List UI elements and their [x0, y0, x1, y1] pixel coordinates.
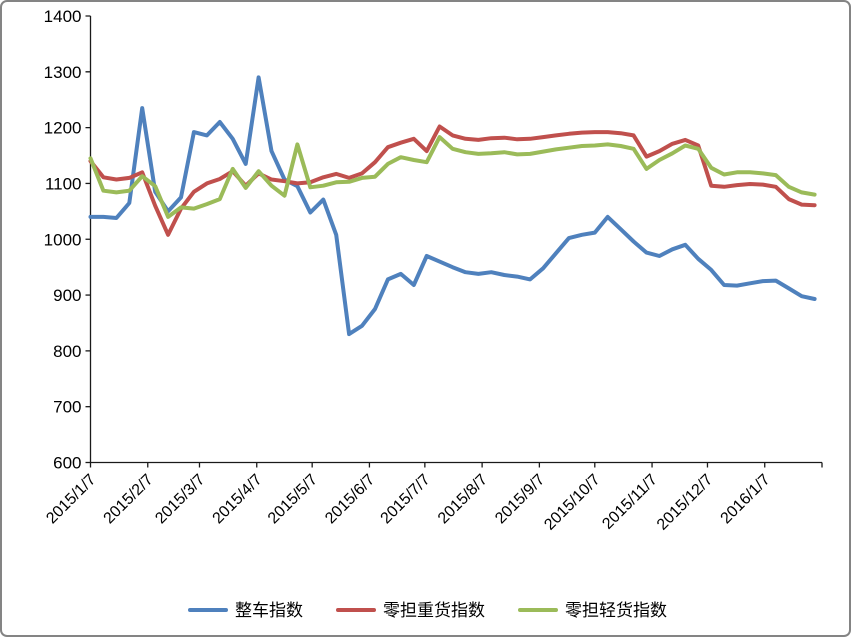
x-axis-label: 2015/3/7 — [152, 471, 208, 527]
chart-legend: 整车指数 零担重货指数 零担轻货指数 — [2, 596, 849, 624]
y-axis-label: 1100 — [45, 174, 82, 193]
y-axis-label: 800 — [53, 342, 81, 361]
legend-line-swatch-blue — [188, 607, 228, 613]
legend-item-ltl-light-index: 零担轻货指数 — [518, 602, 667, 619]
y-axis-label: 1200 — [44, 119, 82, 138]
legend-label: 零担重货指数 — [383, 600, 485, 620]
x-axis-label: 2015/1/7 — [43, 471, 99, 527]
legend-item-ltl-heavy-index: 零担重货指数 — [336, 602, 485, 619]
y-axis: 600 700 800 900 1000 1100 1200 1300 1400 — [44, 7, 92, 473]
x-axis-label: 2015/8/7 — [435, 471, 491, 527]
series-line-0 — [88, 75, 817, 337]
legend-line-swatch-red — [336, 607, 376, 613]
x-axis-label: 2015/4/7 — [210, 471, 266, 527]
series-line-1 — [88, 124, 817, 237]
x-axis-label: 2015/6/7 — [322, 471, 378, 527]
x-axis-label: 2015/10/7 — [541, 471, 603, 533]
legend-item-truckload-index: 整车指数 — [188, 602, 303, 619]
series-line-2 — [88, 135, 817, 219]
x-axis-label: 2015/11/7 — [599, 471, 661, 533]
y-axis-label: 700 — [53, 398, 81, 417]
y-axis-label: 600 — [53, 454, 81, 473]
y-axis-label: 1000 — [44, 230, 82, 249]
y-axis-label: 1400 — [44, 7, 82, 26]
legend-label: 整车指数 — [235, 600, 303, 620]
x-axis-label: 2015/12/7 — [654, 471, 716, 533]
y-axis-label: 1300 — [44, 63, 82, 82]
x-axis-label: 2015/9/7 — [492, 471, 548, 527]
x-axis-label: 2016/1/7 — [718, 471, 774, 527]
legend-label: 零担轻货指数 — [565, 600, 667, 620]
x-axis-label: 2015/2/7 — [101, 471, 157, 527]
x-axis-label: 2015/7/7 — [378, 471, 434, 527]
legend-line-swatch-green — [518, 607, 558, 613]
y-axis-label: 900 — [53, 286, 81, 305]
x-axis-label: 2015/5/7 — [265, 471, 321, 527]
